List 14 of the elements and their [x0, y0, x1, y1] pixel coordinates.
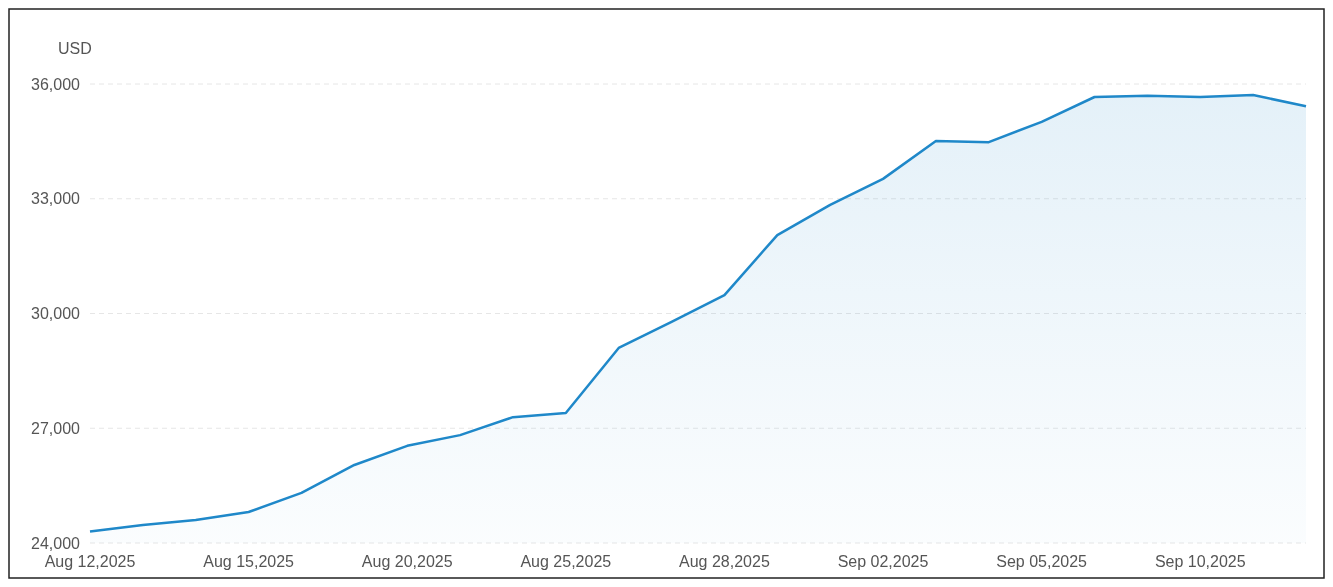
x-tick-label: Aug 28,2025	[679, 553, 770, 570]
x-tick-label: Sep 02,2025	[837, 553, 929, 570]
y-tick-label: 30,000	[31, 305, 81, 323]
x-tick-label: Sep 10,2025	[1154, 553, 1246, 570]
x-tick-label: Sep 05,2025	[996, 553, 1088, 570]
y-tick-label: 33,000	[31, 190, 81, 208]
x-tick-label: Aug 20,2025	[361, 553, 453, 570]
x-tick-label: Aug 15,2025	[203, 553, 295, 570]
y-tick-label: 24,000	[31, 534, 81, 552]
x-tick-label: Aug 12,2025	[44, 553, 136, 570]
y-axis-title: USD	[58, 40, 92, 57]
y-tick-label: 36,000	[31, 75, 81, 93]
y-tick-label: 27,000	[31, 419, 81, 437]
x-tick-label: Aug 25,2025	[520, 553, 612, 570]
